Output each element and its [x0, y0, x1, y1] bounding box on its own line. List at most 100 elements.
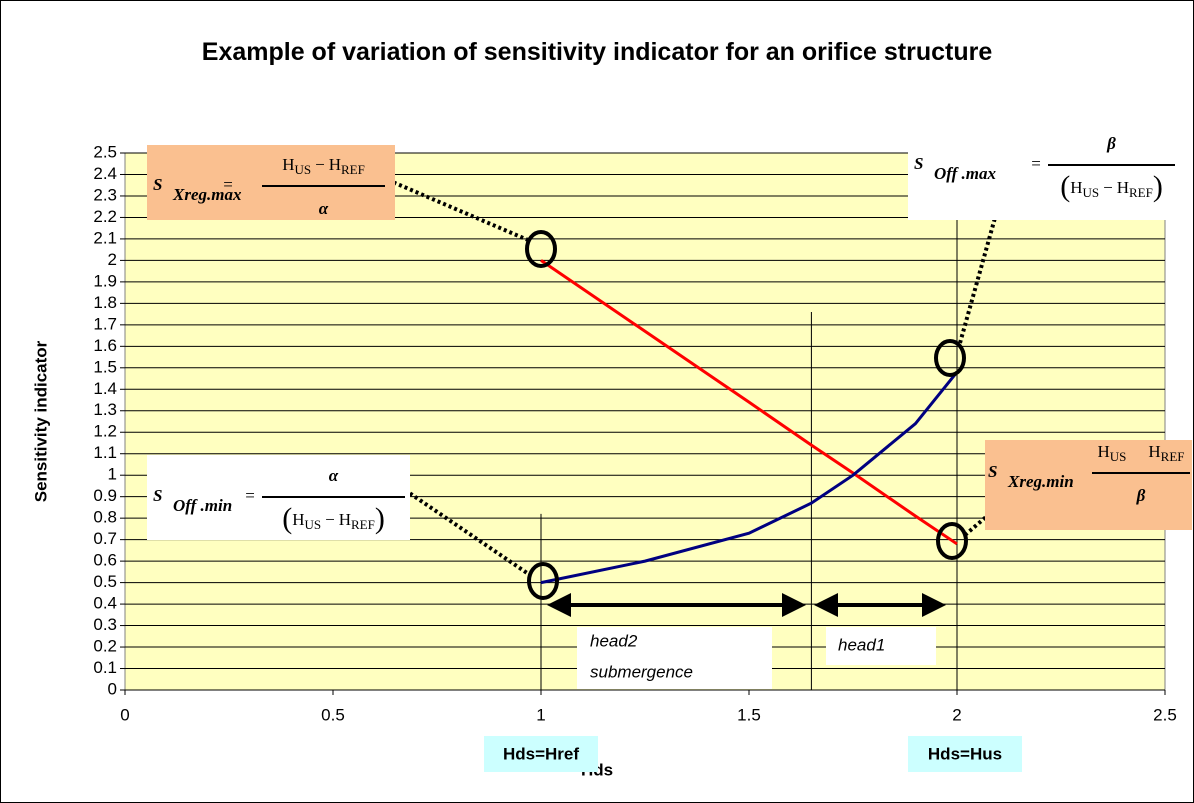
x-tick-label: 1 [536, 705, 545, 724]
formula-part: US [1110, 449, 1127, 464]
y-axis-label: Sensitivity indicator [31, 340, 50, 502]
formula-box [147, 145, 395, 220]
leader-line [387, 178, 529, 242]
y-tick-label: 1 [108, 465, 117, 484]
formula-part: ( [282, 502, 292, 535]
formula-part: REF [1161, 449, 1185, 464]
highlight-circle [527, 562, 559, 600]
formula-part: ( [1060, 170, 1070, 203]
y-tick-label: 0.1 [93, 658, 117, 677]
x-tick-label: 2 [952, 705, 961, 724]
formula-term: HUS − HREF [282, 155, 365, 177]
y-tick-label: 0 [108, 679, 117, 698]
formula-part: ) [375, 502, 385, 535]
annotation: Hds=Href [503, 744, 579, 763]
y-tick-label: 1.7 [93, 314, 117, 333]
annotation: head1 [838, 635, 885, 654]
series-line [540, 371, 959, 585]
x-tick-label: 2.5 [1153, 705, 1177, 724]
y-tick-label: 0.9 [93, 486, 117, 505]
formula-part: H [1117, 178, 1129, 197]
annotation-box [577, 627, 772, 689]
annotation: submergence [590, 662, 693, 681]
leader-line [958, 199, 1002, 344]
formula-term: β [1106, 134, 1116, 153]
formula-part: − [315, 155, 325, 174]
formula-equals: = [223, 175, 233, 194]
y-tick-label: 2 [108, 250, 117, 269]
series-line [540, 259, 958, 546]
y-tick-label: 1.3 [93, 400, 117, 419]
annotation: Hds=Hus [928, 744, 1002, 763]
formula-part: REF [351, 517, 375, 532]
formula-term: (HUS − HREF) [282, 502, 385, 535]
y-tick-label: 2.1 [93, 228, 117, 247]
formula-subscript: Off .min [173, 496, 232, 515]
plot-area [124, 152, 1166, 691]
y-tick-label: 2.2 [93, 207, 117, 226]
highlight-circle [936, 522, 968, 560]
y-tick-label: 0.6 [93, 551, 117, 570]
y-tick-label: 0.4 [93, 594, 117, 613]
y-tick-label: 1.4 [93, 379, 117, 398]
y-tick-label: 1.1 [93, 443, 117, 462]
formula-symbol: S [153, 175, 162, 194]
formula-part: H [282, 155, 294, 174]
formula-symbol: S [914, 154, 923, 173]
label-box [908, 736, 1022, 772]
label-box [484, 736, 598, 772]
y-tick-label: 1.2 [93, 422, 117, 441]
y-tick-label: 1.6 [93, 336, 117, 355]
formula-part: − [325, 510, 335, 529]
formula-part: US [1082, 185, 1099, 200]
y-tick-label: 2.4 [93, 164, 117, 183]
y-tick-label: 0.5 [93, 572, 117, 591]
formula-part: US [304, 517, 321, 532]
x-tick-label: 1.5 [737, 705, 761, 724]
formula-subscript: Xreg.max [172, 185, 242, 204]
formula-term: α [319, 199, 329, 218]
formula-equals: = [245, 486, 255, 505]
formula-part: H [1097, 442, 1109, 461]
formula-box [985, 440, 1192, 530]
formula-part: H [1148, 442, 1160, 461]
y-tick-label: 0.3 [93, 615, 117, 634]
formula-part: H [292, 510, 304, 529]
annotation: head2 [590, 631, 638, 650]
highlight-circle [934, 339, 966, 377]
formula-part: − [1103, 178, 1113, 197]
formula-box [908, 128, 1180, 220]
leader-line [403, 488, 532, 577]
formula-part: US [294, 162, 311, 177]
formula-part: H [339, 510, 351, 529]
y-tick-label: 2.5 [93, 142, 117, 161]
formula-subscript: Off .max [934, 164, 997, 183]
highlight-circle [525, 230, 557, 268]
formula-part: REF [1129, 185, 1153, 200]
y-tick-label: 1.9 [93, 271, 117, 290]
formula-term: (HUS − HREF) [1060, 170, 1163, 203]
formula-symbol: S [153, 486, 162, 505]
formula-part: H [1070, 178, 1082, 197]
y-tick-label: 0.7 [93, 529, 117, 548]
x-tick-label: 0 [120, 705, 129, 724]
formula-term: HUS HREF [1097, 442, 1184, 464]
formula-term: β [1136, 486, 1146, 505]
y-tick-label: 2.3 [93, 185, 117, 204]
y-tick-label: 1.5 [93, 357, 117, 376]
formula-part: ) [1153, 170, 1163, 203]
formula-equals: = [1031, 154, 1041, 173]
formula-term: α [329, 466, 339, 485]
formula-subscript: Xreg.min [1007, 472, 1074, 491]
formula-part: REF [341, 162, 365, 177]
y-tick-label: 1.8 [93, 293, 117, 312]
formula-part: H [329, 155, 341, 174]
y-tick-label: 0.2 [93, 637, 117, 656]
x-tick-label: 0.5 [321, 705, 345, 724]
y-tick-label: 0.8 [93, 508, 117, 527]
annotation-box [826, 627, 936, 665]
chart-title: Example of variation of sensitivity indi… [201, 38, 993, 66]
formula-symbol: S [988, 462, 997, 481]
